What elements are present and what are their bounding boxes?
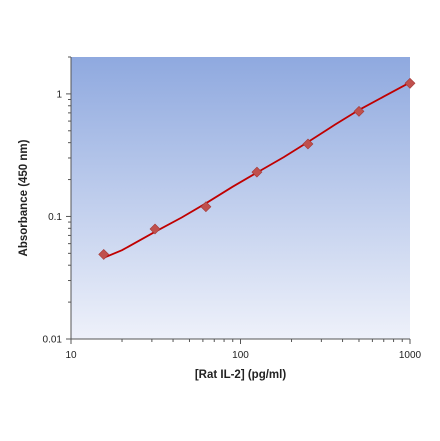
data-point-diamond (302, 138, 314, 150)
data-point-diamond (353, 105, 365, 117)
data-point-diamond (200, 201, 212, 213)
x-tick-label: 10 (65, 350, 77, 361)
x-tick-label: 100 (232, 350, 249, 361)
tick-labels-layer: 10 100 1000 0.01 0.1 1 (43, 89, 422, 361)
data-point-diamond (149, 223, 161, 235)
data-points-layer (98, 77, 416, 260)
data-point-diamond (404, 77, 416, 89)
axes (66, 56, 411, 344)
y-tick-label: 0.01 (43, 335, 63, 346)
x-axis-title: [Rat IL-2] (pg/ml) (195, 369, 287, 381)
y-tick-label: 1 (56, 89, 62, 100)
plot-area-background (71, 57, 410, 339)
x-tick-label: 1000 (399, 350, 422, 361)
y-axis-title: Absorbance (450 nm) (18, 139, 30, 256)
data-point-diamond (251, 166, 263, 178)
data-point-diamond (98, 248, 110, 260)
y-tick-label: 0.1 (48, 212, 62, 223)
